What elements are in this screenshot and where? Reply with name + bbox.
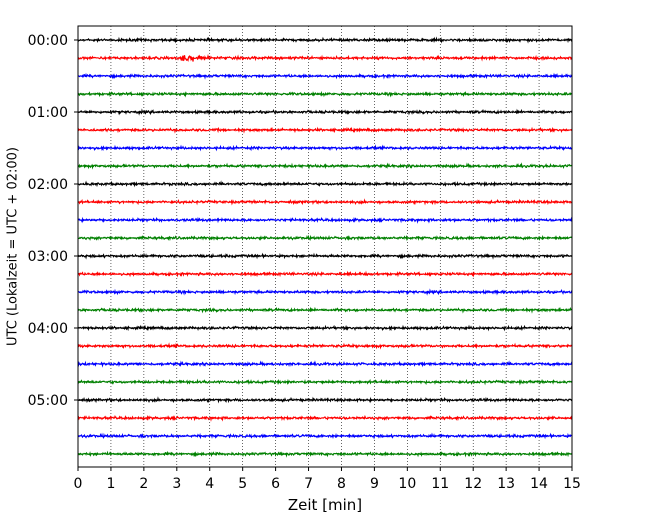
y-tick-label: 01:00 — [28, 105, 68, 121]
x-tick-label: 1 — [106, 476, 115, 492]
trace-0415 — [77, 342, 573, 350]
y-tick-label: 03:00 — [28, 249, 68, 265]
x-tick-label: 13 — [497, 476, 515, 492]
x-tick-label: 14 — [530, 476, 548, 492]
x-tick-label: 8 — [337, 476, 346, 492]
seismic-traces — [77, 36, 573, 458]
trace-0530 — [77, 432, 573, 440]
x-tick-label: 15 — [563, 476, 581, 492]
x-tick-label: 2 — [139, 476, 148, 492]
trace-0345 — [77, 306, 573, 314]
trace-0300 — [77, 252, 573, 260]
trace-0100 — [77, 108, 573, 116]
x-axis-label: Zeit [min] — [288, 496, 362, 514]
trace-0130 — [77, 144, 573, 152]
y-tick-label: 02:00 — [28, 177, 68, 193]
x-axis-ticks: 0 1 2 3 4 5 6 7 8 9 10 11 12 13 14 15 — [74, 467, 581, 492]
trace-0515 — [77, 414, 573, 422]
trace-0200 — [77, 180, 573, 188]
y-axis-ticks: 00:00 01:00 02:00 03:00 04:00 05:00 — [28, 33, 78, 409]
y-tick-label: 05:00 — [28, 393, 68, 409]
trace-0545 — [77, 450, 573, 458]
x-tick-label: 4 — [205, 476, 214, 492]
x-tick-label: 5 — [238, 476, 247, 492]
x-tick-label: 12 — [464, 476, 482, 492]
x-tick-label: 9 — [370, 476, 379, 492]
trace-0030 — [77, 72, 573, 80]
trace-0445 — [77, 378, 573, 386]
plot-frame — [77, 25, 573, 468]
trace-0015 — [77, 53, 573, 62]
trace-0315 — [77, 270, 573, 278]
x-tick-label: 11 — [431, 476, 449, 492]
trace-0330 — [77, 288, 573, 296]
trace-0500 — [77, 396, 573, 404]
trace-0145 — [77, 162, 573, 170]
trace-0045 — [77, 90, 573, 98]
x-tick-label: 0 — [74, 476, 83, 492]
trace-0215 — [77, 198, 573, 206]
y-tick-label: 04:00 — [28, 321, 68, 337]
y-axis-label: UTC (Lokalzeit = UTC + 02:00) — [6, 147, 21, 346]
x-tick-label: 3 — [172, 476, 181, 492]
x-tick-label: 7 — [304, 476, 313, 492]
trace-0115 — [77, 126, 573, 134]
trace-0245 — [77, 234, 573, 242]
x-tick-label: 6 — [271, 476, 280, 492]
y-tick-label: 00:00 — [28, 33, 68, 49]
trace-0400 — [77, 324, 573, 332]
x-tick-label: 10 — [398, 476, 416, 492]
trace-0430 — [77, 360, 573, 368]
trace-0000 — [77, 36, 573, 44]
trace-0230 — [77, 216, 573, 224]
